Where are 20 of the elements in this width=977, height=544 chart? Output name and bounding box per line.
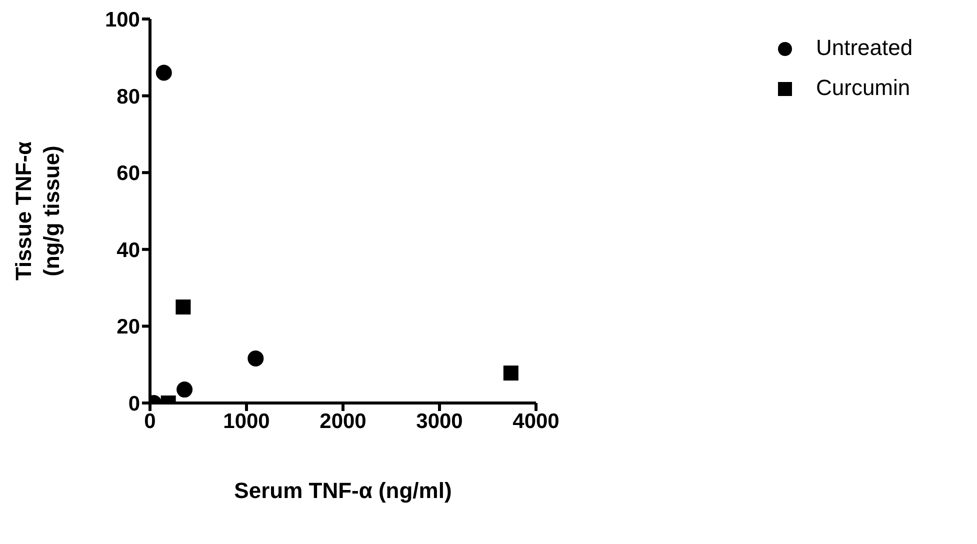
y-axis-title: Tissue TNF-α (ng/g tissue): [11, 141, 64, 281]
x-tick-label: 3000: [416, 410, 463, 433]
x-tick-label: 1000: [223, 410, 270, 433]
y-tick-label: 40: [116, 238, 140, 262]
legend-label: Curcumin: [816, 75, 910, 100]
y-tick-label: 100: [104, 8, 140, 32]
point: [156, 64, 172, 81]
x-tick-label: 2000: [320, 410, 366, 433]
point: [248, 350, 264, 366]
point: [176, 382, 193, 398]
y-tick-label: 60: [116, 162, 140, 186]
y-tick-label: 80: [116, 85, 140, 108]
y-tick-label: 0: [128, 392, 140, 416]
legend-label: Untreated: [816, 35, 913, 60]
x-tick-label: 0: [144, 410, 156, 433]
x-tick-label: 4000: [512, 410, 560, 433]
point: [176, 300, 191, 314]
y-tick-label: 20: [116, 316, 140, 339]
x-axis-title: Serum TNF-α (ng/ml): [234, 478, 452, 503]
point: [503, 366, 518, 381]
